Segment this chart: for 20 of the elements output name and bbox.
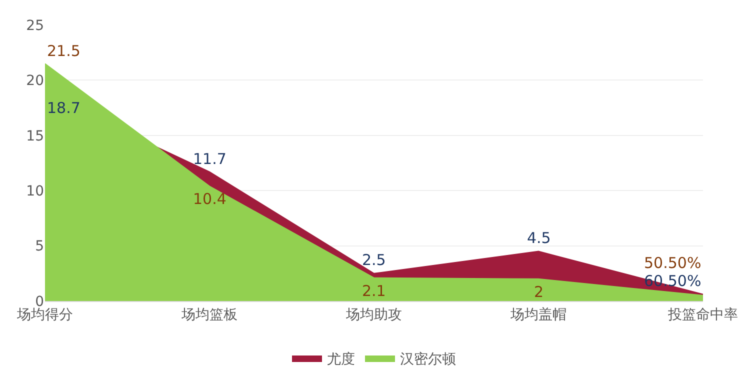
legend-label: 尤度 <box>327 351 355 368</box>
data-label: 11.7 <box>193 150 226 168</box>
x-tick-label: 场均助攻 <box>345 306 402 323</box>
data-label: 50.50% <box>644 254 702 272</box>
data-label: 18.7 <box>47 99 80 117</box>
data-label: 2 <box>534 283 544 301</box>
y-tick-label: 20 <box>26 73 44 90</box>
y-tick-label: 10 <box>26 184 44 200</box>
x-tick-label: 投篮命中率 <box>667 306 738 323</box>
data-label: 2.1 <box>362 282 386 300</box>
data-label: 21.5 <box>47 42 80 60</box>
y-tick-label: 25 <box>26 18 44 34</box>
legend-label: 汉密尔顿 <box>400 351 456 368</box>
y-tick-label: 5 <box>35 238 44 255</box>
data-label: 10.4 <box>193 190 226 208</box>
y-tick-label: 15 <box>26 128 44 144</box>
x-tick-label: 场均盖帽 <box>510 306 566 323</box>
data-label: 4.5 <box>527 229 551 247</box>
x-tick-label: 场均篮板 <box>180 306 238 323</box>
data-label: 2.5 <box>362 251 386 269</box>
